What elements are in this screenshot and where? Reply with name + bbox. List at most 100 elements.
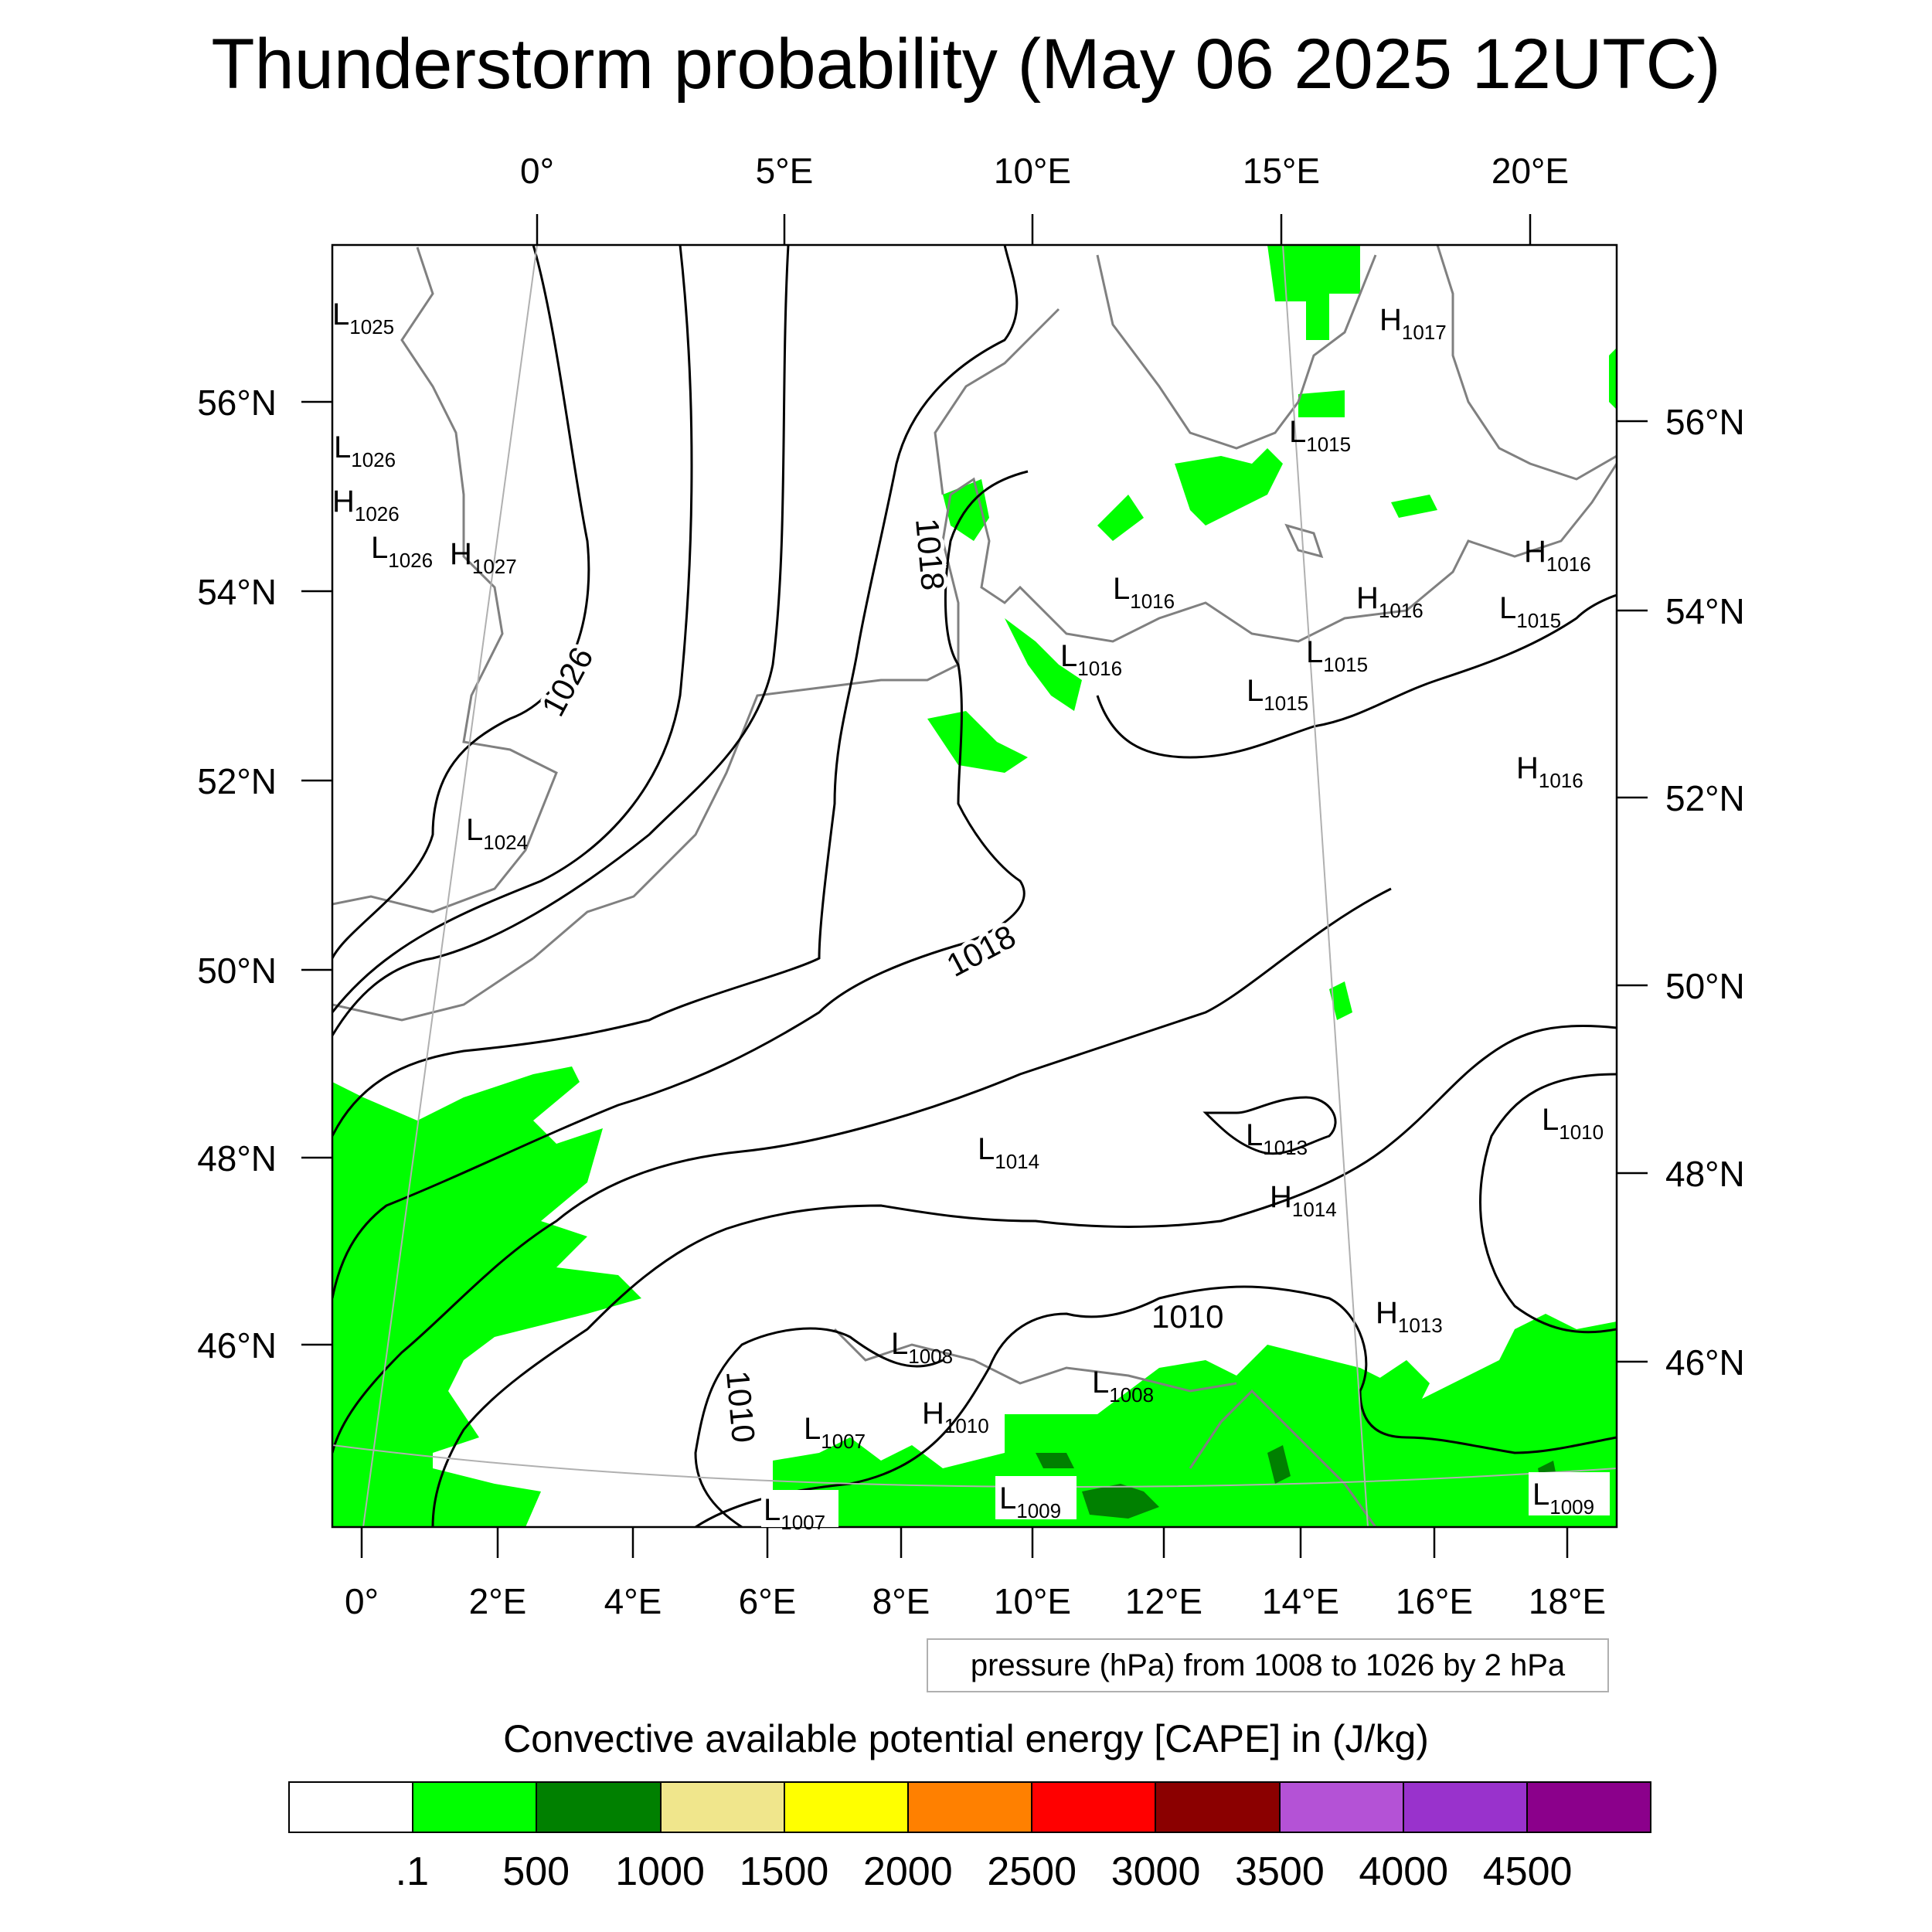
tick-label-left: 56°N	[197, 383, 277, 423]
pressure-center: H1013	[1376, 1296, 1443, 1337]
map-interior	[332, 245, 1617, 1527]
colorbar-segment	[1403, 1783, 1528, 1832]
pressure-center: H1017	[1379, 303, 1447, 344]
cape-area-venice	[1036, 1453, 1074, 1468]
tick-label-top: 15°E	[1243, 151, 1320, 191]
isobar-closed-low	[1202, 1096, 1337, 1155]
colorbar-segment	[1032, 1783, 1157, 1832]
cape-area-bornholm	[1298, 390, 1345, 417]
pressure-center: L1007	[804, 1412, 866, 1453]
graticule	[332, 244, 1617, 1528]
tick-labels: 0° 5°E 10°E 15°E 20°E 0° 2°E 4°E 6°E 8°E…	[197, 151, 1745, 1621]
border-gotland	[1284, 523, 1324, 559]
cape-area-po-valley	[1082, 1484, 1159, 1519]
cape-area-alps	[773, 1314, 1617, 1527]
isobar-1016	[332, 887, 1392, 1454]
isobars	[332, 245, 1617, 1527]
tick-label-top: 5°E	[756, 151, 814, 191]
graticule-lon-0	[362, 244, 538, 1528]
colorbar-segment	[413, 1783, 538, 1832]
isobar-1012	[1479, 1073, 1617, 1334]
isobar-label: 1018	[940, 918, 1022, 984]
tick-label-bottom: 16°E	[1396, 1581, 1473, 1621]
tick-label-right: 54°N	[1665, 591, 1745, 631]
tick-label-top: 0°	[520, 151, 554, 191]
tick-label-bottom: 8°E	[872, 1581, 930, 1621]
colorbar-label: 1500	[739, 1849, 829, 1894]
tick-label-right: 46°N	[1665, 1342, 1745, 1383]
colorbar-label: 3500	[1235, 1849, 1325, 1894]
isobar-label: 1010	[1151, 1298, 1223, 1335]
cape-area-east	[1360, 1360, 1430, 1422]
cape-area-scania	[1175, 448, 1283, 526]
pressure-center: L1008	[891, 1327, 953, 1368]
isobar-label: 1010	[719, 1369, 762, 1444]
pressure-center: L1024	[466, 813, 528, 854]
pressure-center: H1027	[450, 537, 517, 578]
graticule-lat-45	[332, 1444, 1617, 1488]
tick-label-bottom: 10°E	[994, 1581, 1071, 1621]
colorbar-segment	[908, 1783, 1033, 1832]
pressure-center: H1010	[922, 1396, 989, 1437]
colorbar-label: 4000	[1359, 1849, 1449, 1894]
pressure-center: H1016	[1524, 535, 1591, 576]
tick-label-bottom: 18°E	[1529, 1581, 1606, 1621]
pressure-center: L1009	[999, 1481, 1061, 1522]
tick-marks	[301, 214, 1648, 1558]
isobar-1024	[332, 245, 693, 1013]
coastline-netherlands-germany	[532, 463, 1617, 960]
pressure-center: L1007	[764, 1493, 825, 1534]
pressure-center: H1014	[1270, 1180, 1337, 1221]
colorbar-label: 2500	[987, 1849, 1077, 1894]
pressure-center: L1025	[332, 298, 394, 338]
pressure-center: L1013	[1246, 1118, 1308, 1159]
tick-label-bottom: 6°E	[739, 1581, 797, 1621]
isobar-1026-west	[332, 245, 590, 959]
colorbar-segment	[1280, 1783, 1404, 1832]
isobar-labels: 1026 1018 1018 1010 1010	[530, 513, 1227, 1448]
colorbar-label: 4500	[1482, 1849, 1573, 1894]
cape-area-lowlands	[927, 711, 1028, 773]
colorbar-segment	[1527, 1783, 1651, 1832]
colorbar-label: 2000	[862, 1849, 953, 1894]
pressure-centers: L1025 L1026 H1026 L1026 H1027 L1024 H101…	[332, 298, 1610, 1534]
colorbar-segment	[784, 1783, 909, 1832]
colorbar-title: Convective available potential energy [C…	[503, 1717, 1429, 1760]
isobar-label: 1018	[909, 517, 951, 592]
pressure-center: L1015	[1306, 635, 1368, 676]
tick-label-right: 50°N	[1665, 966, 1745, 1006]
tick-label-bottom: 0°	[345, 1581, 379, 1621]
map-frame	[331, 243, 1618, 1529]
pressure-center: L1010	[1542, 1103, 1604, 1144]
coastlines	[332, 245, 1617, 1527]
colorbar	[288, 1781, 1651, 1833]
colorbar-label: .1	[395, 1849, 430, 1894]
coastline-jutland	[934, 308, 1060, 495]
pressure-center-bg	[995, 1476, 1077, 1519]
tick-label-right: 56°N	[1665, 402, 1745, 442]
pressure-center: L1014	[978, 1132, 1039, 1173]
cape-area-west	[332, 1066, 641, 1527]
tick-label-top: 10°E	[994, 151, 1071, 191]
isobar-1020	[332, 245, 1019, 1137]
pressure-center: L1015	[1499, 591, 1561, 632]
tick-label-left: 52°N	[197, 761, 277, 801]
tick-label-left: 48°N	[197, 1138, 277, 1179]
tick-label-right: 48°N	[1665, 1154, 1745, 1194]
pressure-center-bg	[1529, 1472, 1610, 1515]
isobar-label: 1026	[534, 641, 600, 723]
cape-area-sweden	[1267, 245, 1360, 340]
colorbar-label: 1000	[615, 1849, 705, 1894]
isobar-1010	[695, 1285, 1617, 1527]
tick-label-bottom: 12°E	[1125, 1581, 1202, 1621]
tick-label-left: 50°N	[197, 951, 277, 991]
colorbar-segment	[1156, 1783, 1281, 1832]
coastline-sweden	[1096, 254, 1377, 450]
cape-area-zealand	[1097, 495, 1144, 541]
pressure-center: L1008	[1092, 1366, 1154, 1406]
tick-label-left: 46°N	[197, 1325, 277, 1366]
pressure-center: H1016	[1516, 751, 1583, 792]
tick-label-top: 20°E	[1492, 151, 1569, 191]
pressure-center: L1015	[1289, 415, 1351, 456]
coastline-baltic-east	[1436, 245, 1617, 481]
